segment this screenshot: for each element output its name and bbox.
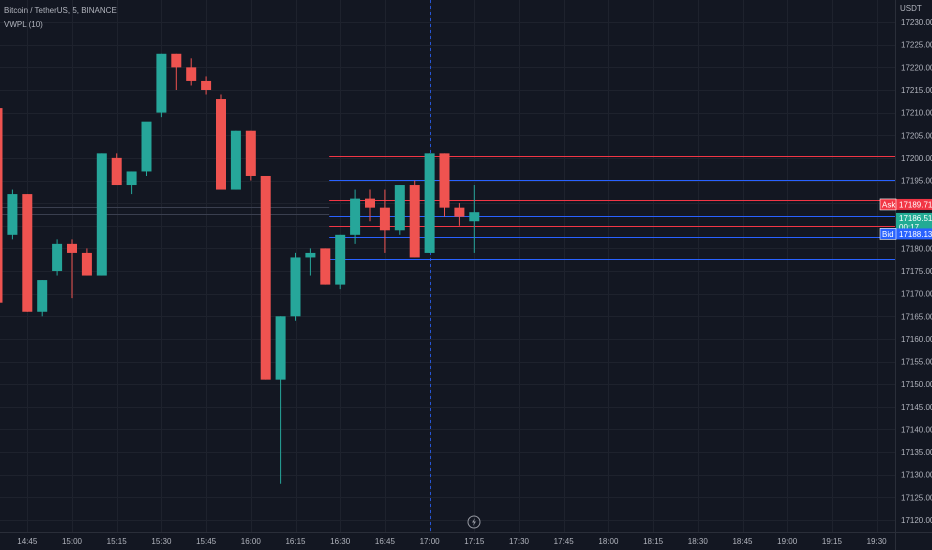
candle-body bbox=[424, 153, 435, 253]
candle-body bbox=[365, 198, 375, 208]
y-tick-label: 17195.00 bbox=[901, 177, 932, 186]
candle-body bbox=[260, 175, 271, 380]
price-levels bbox=[0, 156, 895, 260]
candle-body bbox=[126, 171, 137, 186]
last-price-value: 17186.51 bbox=[899, 214, 932, 223]
candle-body bbox=[335, 234, 346, 285]
candle-body bbox=[439, 153, 450, 208]
bar-countdown: 00:17 bbox=[899, 223, 920, 232]
candle-body bbox=[469, 212, 480, 222]
candle-body bbox=[379, 207, 390, 231]
candle-body bbox=[350, 198, 361, 235]
x-tick-label: 17:30 bbox=[509, 537, 530, 546]
indicator-label[interactable]: VWPL (10) bbox=[4, 20, 43, 29]
x-tick-label: 18:45 bbox=[732, 537, 753, 546]
y-tick-label: 17155.00 bbox=[901, 358, 932, 367]
candle-body bbox=[67, 243, 77, 253]
y-tick-label: 17180.00 bbox=[901, 244, 932, 253]
y-tick-label: 17200.00 bbox=[901, 154, 932, 163]
candle-body bbox=[394, 185, 405, 231]
y-tick-label: 17175.00 bbox=[901, 267, 932, 276]
x-tick-label: 16:45 bbox=[375, 537, 396, 546]
candle-body bbox=[216, 99, 226, 190]
x-tick-label: 15:30 bbox=[151, 537, 172, 546]
lightning-icon[interactable] bbox=[467, 515, 481, 529]
candle-body bbox=[320, 248, 331, 285]
candle-body bbox=[171, 53, 182, 68]
y-tick-label: 17120.00 bbox=[901, 516, 932, 525]
x-tick-label: 15:15 bbox=[107, 537, 128, 546]
ask-tag-label-box bbox=[879, 198, 897, 211]
x-tick-label: 19:30 bbox=[867, 537, 888, 546]
price-axis[interactable]: USDT 17120.00 17125.00 17130.00 17135.00 171… bbox=[900, 4, 932, 525]
candle-body bbox=[245, 130, 256, 176]
y-tick-label: 17220.00 bbox=[901, 63, 932, 72]
x-tick-label: 18:30 bbox=[688, 537, 709, 546]
chart-legend: Bitcoin / TetherUS, 5, BINANCE VWPL (10) bbox=[4, 4, 117, 32]
candlesticks bbox=[0, 53, 480, 484]
candle-body bbox=[454, 207, 465, 217]
x-tick-label: 16:00 bbox=[241, 537, 262, 546]
y-tick-label: 17210.00 bbox=[901, 109, 932, 118]
x-tick-label: 18:15 bbox=[643, 537, 664, 546]
x-tick-label: 16:15 bbox=[285, 537, 306, 546]
currency-label: USDT bbox=[900, 4, 922, 13]
ask-tag-label: Ask bbox=[882, 200, 896, 209]
x-tick-label: 16:30 bbox=[330, 537, 351, 546]
y-tick-label: 17145.00 bbox=[901, 403, 932, 412]
x-tick-label: 14:45 bbox=[17, 537, 38, 546]
y-tick-label: 17140.00 bbox=[901, 425, 932, 434]
y-tick-label: 17225.00 bbox=[901, 41, 932, 50]
ask-tag-value: 17189.71 bbox=[899, 200, 932, 209]
bid-tag-box bbox=[880, 228, 932, 240]
candle-body bbox=[22, 194, 33, 312]
x-tick-label: 19:15 bbox=[822, 537, 843, 546]
x-tick-label: 17:15 bbox=[464, 537, 485, 546]
y-tick-label: 17135.00 bbox=[901, 448, 932, 457]
candle-body bbox=[275, 316, 286, 380]
candle-body bbox=[290, 257, 301, 317]
y-tick-label: 17150.00 bbox=[901, 380, 932, 389]
y-tick-label: 17160.00 bbox=[901, 335, 932, 344]
bid-tag-label-box bbox=[879, 228, 897, 240]
candle-body bbox=[7, 194, 18, 235]
x-tick-label: 15:00 bbox=[62, 537, 83, 546]
candle-body bbox=[305, 252, 316, 258]
y-tick-label: 17205.00 bbox=[901, 131, 932, 140]
x-tick-label: 19:00 bbox=[777, 537, 798, 546]
y-tick-label: 17215.00 bbox=[901, 86, 932, 95]
bid-tag-value: 17188.13 bbox=[899, 230, 932, 239]
candle-body bbox=[409, 185, 420, 258]
y-tick-label: 17170.00 bbox=[901, 290, 932, 299]
time-axis[interactable]: 14:45 15:00 15:15 15:30 15:45 16:00 16:15 16:30… bbox=[17, 537, 887, 546]
candle-body bbox=[37, 280, 48, 312]
x-tick-label: 18:00 bbox=[598, 537, 619, 546]
candle-body bbox=[201, 80, 212, 90]
candle-body bbox=[96, 153, 107, 276]
candle-body bbox=[111, 157, 122, 186]
x-tick-label: 15:45 bbox=[196, 537, 217, 546]
y-tick-label: 17230.00 bbox=[901, 18, 932, 27]
ask-tag-box bbox=[880, 198, 932, 210]
y-tick-label: 17165.00 bbox=[901, 312, 932, 321]
y-tick-label: 17130.00 bbox=[901, 471, 932, 480]
x-tick-label: 17:00 bbox=[420, 537, 441, 546]
y-tick-label: 17125.00 bbox=[901, 493, 932, 502]
candle-body bbox=[52, 243, 63, 272]
candle-body bbox=[81, 252, 92, 276]
candle-body bbox=[0, 108, 3, 303]
last-price-box bbox=[896, 212, 932, 232]
candle-body bbox=[186, 67, 197, 81]
symbol-title[interactable]: Bitcoin / TetherUS, 5, BINANCE bbox=[4, 6, 117, 15]
bid-tag-label: Bid bbox=[882, 230, 894, 239]
candle-body bbox=[141, 121, 152, 172]
candle-body bbox=[156, 53, 167, 113]
x-tick-label: 17:45 bbox=[554, 537, 575, 546]
candle-body bbox=[230, 130, 241, 190]
